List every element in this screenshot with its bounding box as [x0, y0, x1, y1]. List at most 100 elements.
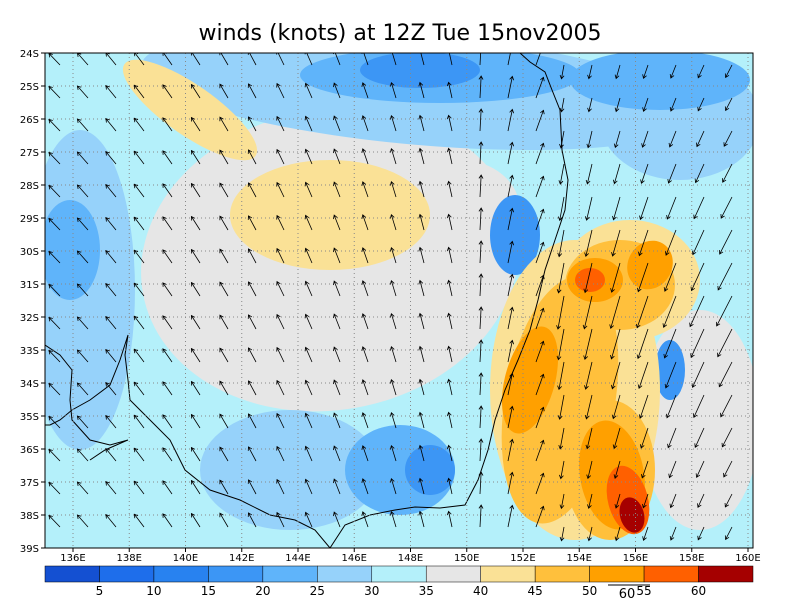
- shade: [575, 268, 605, 292]
- wind-arrow: [715, 295, 733, 327]
- wind-arrow: [418, 246, 425, 264]
- lat-label: 35S: [20, 412, 39, 423]
- wind-arrow: [76, 349, 89, 363]
- wind-arrow: [105, 415, 117, 429]
- shade: [619, 497, 645, 533]
- wind-arrow: [642, 64, 649, 79]
- wind-arrow: [636, 328, 649, 360]
- wind-arrow: [219, 380, 229, 396]
- wind-arrow: [559, 493, 565, 510]
- wind-arrow: [691, 229, 705, 256]
- wind-arrow: [219, 347, 229, 363]
- lat-label: 33S: [20, 346, 39, 357]
- wind-arrow: [133, 480, 145, 495]
- wind-arrow: [557, 361, 565, 391]
- wind-arrow: [304, 181, 313, 198]
- wind-arrow: [586, 460, 593, 480]
- wind-arrow: [361, 148, 369, 165]
- wind-arrow: [389, 53, 397, 66]
- wind-arrow: [219, 479, 229, 495]
- wind-arrow: [557, 394, 565, 420]
- colorbar-box: [698, 565, 754, 583]
- wind-arrow: [389, 444, 397, 462]
- wind-arrow: [668, 460, 677, 479]
- wind-arrow: [133, 84, 145, 99]
- wind-arrow: [558, 427, 565, 450]
- wind-arrow: [587, 526, 593, 542]
- colorbar-box: [643, 565, 699, 583]
- wind-arrow: [219, 248, 229, 264]
- shade: [230, 160, 430, 270]
- wind-arrow: [535, 241, 545, 264]
- wind-arrow: [133, 315, 145, 330]
- wind-arrow: [640, 460, 649, 479]
- wind-arrow: [609, 295, 621, 330]
- wind-arrow: [418, 213, 425, 231]
- wind-arrow: [247, 479, 257, 495]
- wind-arrow: [582, 295, 593, 330]
- lat-label: 28S: [20, 181, 39, 192]
- wind-arrow: [669, 64, 677, 79]
- wind-arrow: [478, 207, 484, 231]
- wind-arrow: [697, 526, 705, 541]
- wind-arrow: [389, 246, 397, 264]
- lon-label: 148E: [398, 553, 423, 564]
- wind-arrow: [614, 64, 621, 80]
- wind-arrow: [559, 64, 565, 80]
- colorbar-box: [99, 565, 155, 583]
- wind-arrow: [162, 117, 173, 132]
- wind-arrow: [247, 380, 257, 396]
- wind-arrow: [361, 346, 369, 363]
- wind-arrow: [418, 444, 425, 462]
- wind-arrow: [587, 493, 593, 509]
- wind-arrow: [276, 280, 285, 297]
- wind-arrow: [478, 108, 484, 132]
- wind-arrow: [641, 130, 649, 148]
- wind-arrow: [638, 394, 649, 419]
- wind-arrow: [361, 214, 369, 231]
- wind-arrow: [478, 141, 484, 165]
- lon-label: 136E: [60, 553, 85, 564]
- wind-arrow: [333, 445, 341, 462]
- wind-arrow: [105, 250, 117, 264]
- wind-arrow: [389, 477, 397, 495]
- wind-arrow: [389, 81, 397, 99]
- wind-arrow: [76, 250, 89, 264]
- wind-arrow: [535, 307, 545, 330]
- wind-arrow: [587, 64, 593, 80]
- shade: [490, 195, 540, 275]
- colorbar-box: [208, 565, 264, 583]
- wind-arrow: [446, 411, 453, 429]
- colorbar-box: [480, 565, 536, 583]
- wind-arrow: [446, 81, 453, 99]
- wind-arrow: [535, 505, 545, 528]
- lon-label: 146E: [342, 553, 367, 564]
- wind-arrow: [333, 280, 341, 297]
- wind-arrow: [697, 64, 705, 79]
- wind-arrow: [190, 149, 201, 165]
- wind-arrow: [418, 279, 425, 297]
- wind-arrow: [247, 413, 257, 429]
- lon-label: 160E: [735, 553, 760, 564]
- wind-arrow: [190, 83, 201, 99]
- wind-arrow: [668, 130, 677, 148]
- wind-arrow: [723, 130, 733, 147]
- wind-arrow: [418, 510, 425, 528]
- wind-arrow: [76, 118, 89, 132]
- wind-arrow: [162, 216, 173, 231]
- wind-arrow: [418, 53, 425, 66]
- wind-arrow: [389, 213, 397, 231]
- wind-arrow: [105, 85, 117, 99]
- wind-arrow: [389, 411, 397, 429]
- wind-arrow: [610, 361, 621, 390]
- wind-arrow: [105, 481, 117, 495]
- wind-arrow: [162, 183, 173, 198]
- wind-arrow: [304, 148, 313, 165]
- wind-arrow: [219, 314, 229, 330]
- wind-arrow: [389, 180, 397, 198]
- wind-arrow: [535, 274, 545, 297]
- wind-arrow: [76, 448, 89, 462]
- colorbar-box: [317, 565, 373, 583]
- wind-arrow: [697, 97, 705, 112]
- wind-arrow: [717, 262, 733, 291]
